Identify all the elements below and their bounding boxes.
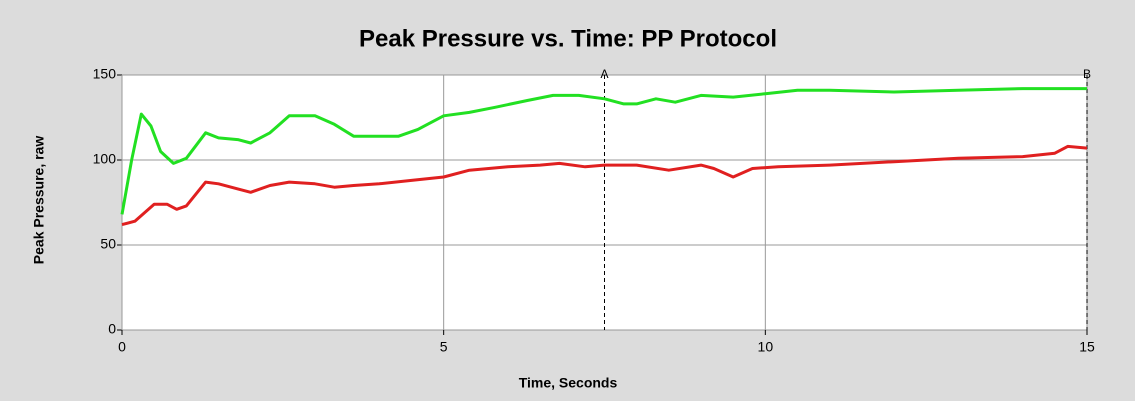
x-tick-label: 15 [1079,339,1095,355]
y-tick-label: 50 [100,236,116,252]
y-tick-label: 150 [93,66,117,82]
chart-title: Peak Pressure vs. Time: PP Protocol [359,25,777,52]
x-tick-label: 5 [440,339,448,355]
y-axis-label: Peak Pressure, raw [31,136,47,265]
data-line [121,144,1088,227]
marker-label: A [600,67,608,81]
data-line [120,87,1087,215]
y-tick-label: 0 [108,321,116,337]
x-axis-label: Time, Seconds [519,375,618,391]
x-tick-label: 10 [758,339,774,355]
x-tick-label: 0 [118,339,126,355]
marker-label: B [1083,67,1091,81]
y-tick-label: 100 [93,151,117,167]
